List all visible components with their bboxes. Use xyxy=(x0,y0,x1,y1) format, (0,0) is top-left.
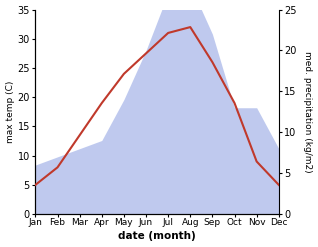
X-axis label: date (month): date (month) xyxy=(118,231,196,242)
Y-axis label: med. precipitation (kg/m2): med. precipitation (kg/m2) xyxy=(303,51,313,173)
Y-axis label: max temp (C): max temp (C) xyxy=(5,81,15,143)
